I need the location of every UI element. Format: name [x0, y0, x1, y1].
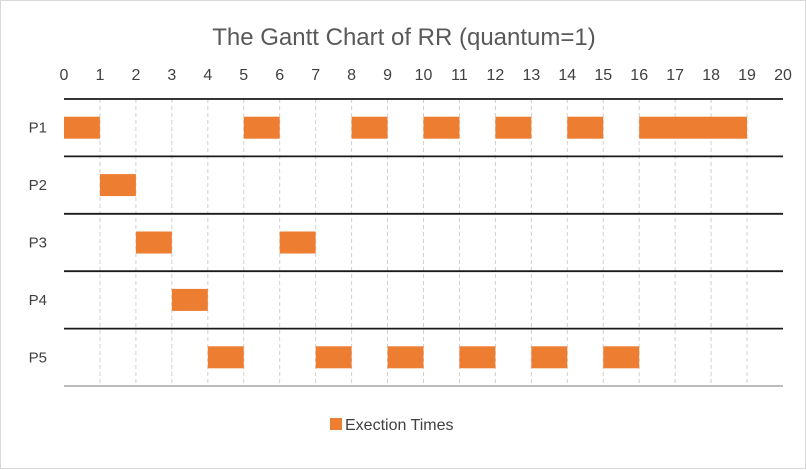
legend-swatch	[330, 418, 342, 430]
x-tick-label: 13	[522, 67, 540, 84]
x-tick-label: 1	[95, 67, 104, 84]
x-tick-label: 4	[203, 67, 212, 84]
x-tick-label: 7	[311, 67, 320, 84]
category-label: P3	[29, 235, 47, 252]
gantt-bar	[639, 116, 748, 139]
chart-title: The Gantt Chart of RR (quantum=1)	[212, 24, 596, 51]
x-tick-label: 11	[451, 67, 468, 84]
category-label: P5	[29, 349, 47, 366]
x-tick-label: 18	[702, 67, 720, 84]
legend: Exection Times	[330, 417, 453, 434]
x-tick-label: 19	[738, 67, 756, 84]
gantt-bar	[171, 288, 208, 311]
category-labels: P1 P2 P3 P4 P5	[29, 120, 47, 367]
gantt-bar	[567, 116, 604, 139]
category-label: P2	[29, 177, 47, 194]
x-tick-label: 9	[383, 67, 392, 84]
gantt-bar	[459, 346, 496, 369]
x-tick-label: 5	[239, 67, 248, 84]
gantt-bar	[243, 116, 280, 139]
x-tick-label: 3	[167, 67, 176, 84]
gantt-bar	[135, 231, 172, 254]
x-tick-label: 6	[275, 67, 284, 84]
gantt-bar	[64, 116, 100, 139]
gantt-bars	[64, 116, 748, 369]
gantt-bar	[495, 116, 532, 139]
grid-lines	[99, 99, 748, 386]
row-separators	[64, 98, 783, 387]
x-tick-label: 15	[594, 67, 612, 84]
x-tick-label: 17	[666, 67, 684, 84]
category-label: P4	[29, 292, 47, 309]
x-tick-label: 8	[347, 67, 356, 84]
legend-label: Exection Times	[345, 417, 453, 434]
x-axis-ticks: 0 1 2 3 4 5 6 7 8 9 10 11 12 13 14 15 16 17 18 19 20	[60, 67, 792, 84]
gantt-bar	[351, 116, 388, 139]
x-tick-label: 12	[487, 67, 505, 84]
x-tick-label: 10	[415, 67, 433, 84]
category-label: P1	[29, 120, 47, 137]
gantt-bar	[387, 346, 424, 369]
gantt-bar	[423, 116, 460, 139]
gantt-bar	[207, 346, 244, 369]
x-tick-label: 14	[558, 67, 576, 84]
gantt-bar	[99, 174, 136, 197]
x-tick-label: 2	[131, 67, 140, 84]
x-tick-label: 0	[60, 67, 69, 84]
x-tick-label: 20	[774, 67, 792, 84]
gantt-bar	[279, 231, 316, 254]
x-tick-label: 16	[630, 67, 648, 84]
gantt-bar	[531, 346, 568, 369]
gantt-bar	[315, 346, 352, 369]
gantt-bar	[603, 346, 640, 369]
